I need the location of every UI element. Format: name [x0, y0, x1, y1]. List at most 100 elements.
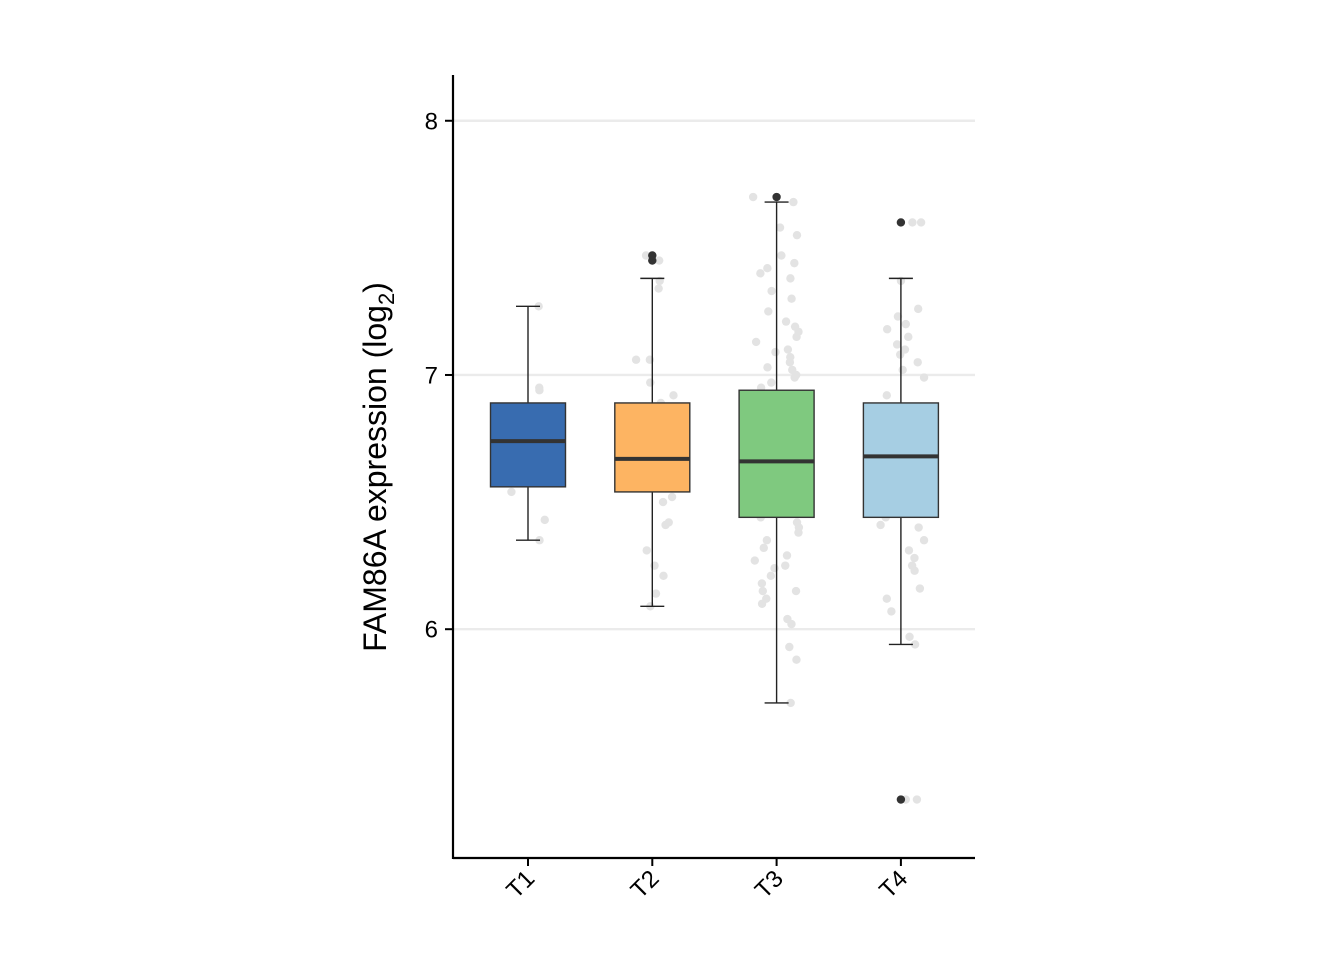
box-t4 — [862, 218, 940, 804]
outlier-point — [772, 192, 781, 202]
data-point — [767, 378, 776, 387]
data-point — [631, 355, 641, 364]
data-point — [882, 325, 892, 334]
data-point — [913, 304, 923, 314]
y-axis-title-suffix: ) — [357, 282, 393, 293]
data-point — [787, 294, 796, 303]
y-ticks: 6 7 8 — [425, 108, 453, 644]
x-tick-label: T4 — [874, 865, 913, 904]
box-iqr — [614, 402, 691, 493]
data-point — [910, 553, 919, 563]
data-point — [667, 492, 677, 502]
box-iqr — [862, 402, 940, 519]
x-tick-label: T2 — [626, 865, 665, 904]
box-iqr — [489, 402, 567, 488]
data-point — [892, 340, 902, 349]
data-point — [751, 337, 761, 347]
box-t1 — [489, 305, 567, 541]
box-t3 — [738, 192, 815, 704]
data-point — [775, 223, 785, 232]
data-point — [908, 218, 917, 227]
data-point — [781, 317, 791, 326]
data-point — [782, 551, 792, 560]
data-point — [900, 345, 910, 354]
data-point — [913, 358, 922, 367]
data-point — [759, 543, 768, 553]
data-point — [763, 363, 772, 372]
y-tick-label: 8 — [425, 108, 438, 135]
data-point — [540, 515, 549, 525]
data-point — [785, 642, 794, 652]
x-tick-label: T1 — [501, 865, 540, 904]
data-point — [919, 536, 929, 545]
boxes — [489, 192, 940, 804]
outlier-point — [896, 218, 906, 227]
outlier-point — [896, 795, 906, 804]
data-point — [642, 546, 651, 555]
data-point — [766, 571, 776, 581]
data-point — [914, 523, 923, 532]
data-point — [910, 640, 920, 649]
data-point — [786, 698, 795, 708]
data-point — [764, 307, 773, 316]
data-point — [882, 391, 891, 400]
data-point — [887, 607, 896, 616]
data-point — [790, 258, 799, 268]
data-point — [763, 264, 772, 273]
data-point — [788, 365, 797, 375]
y-tick-label: 6 — [425, 617, 438, 644]
x-ticks: T1 T2 T3 T4 — [501, 858, 913, 904]
data-point — [669, 391, 678, 400]
data-point — [658, 497, 668, 507]
data-point — [792, 518, 802, 527]
data-point — [791, 586, 801, 596]
data-point — [535, 386, 544, 395]
data-point — [750, 556, 760, 565]
data-point — [762, 594, 771, 603]
data-point — [664, 518, 673, 527]
data-point — [786, 274, 795, 283]
data-point — [659, 571, 668, 581]
data-point — [792, 655, 801, 664]
data-point — [792, 230, 802, 240]
data-point — [882, 594, 891, 603]
data-point — [767, 286, 776, 296]
outlier-point — [648, 251, 657, 260]
y-axis-title: FAM86A expression (log2) — [357, 282, 399, 652]
data-point — [916, 218, 926, 227]
data-point — [790, 322, 800, 331]
data-point — [641, 251, 651, 260]
data-point — [907, 561, 917, 570]
data-point — [770, 563, 779, 573]
data-point — [654, 284, 663, 293]
box-iqr — [738, 389, 815, 519]
data-point — [893, 312, 903, 321]
y-axis-title-subscript: 2 — [374, 293, 399, 305]
axes — [451, 75, 975, 860]
data-point — [777, 251, 786, 260]
data-point — [789, 197, 798, 207]
data-point — [748, 192, 758, 202]
data-point — [915, 584, 925, 593]
data-point — [507, 487, 516, 497]
data-point — [876, 520, 885, 530]
data-point — [905, 632, 914, 642]
data-point — [912, 795, 922, 804]
data-point — [781, 561, 790, 570]
data-point — [646, 378, 655, 387]
x-tick-label: T3 — [750, 865, 789, 904]
data-point — [901, 319, 910, 329]
data-point — [904, 332, 913, 342]
data-point — [898, 365, 907, 375]
y-tick-label: 7 — [425, 362, 438, 389]
data-point — [757, 579, 767, 588]
data-point — [771, 347, 780, 357]
data-point — [756, 269, 765, 278]
data-point — [786, 352, 795, 362]
data-point — [651, 589, 661, 598]
data-point — [904, 546, 914, 555]
data-point — [919, 373, 929, 382]
data-point — [762, 536, 772, 545]
box-t2 — [614, 251, 691, 608]
